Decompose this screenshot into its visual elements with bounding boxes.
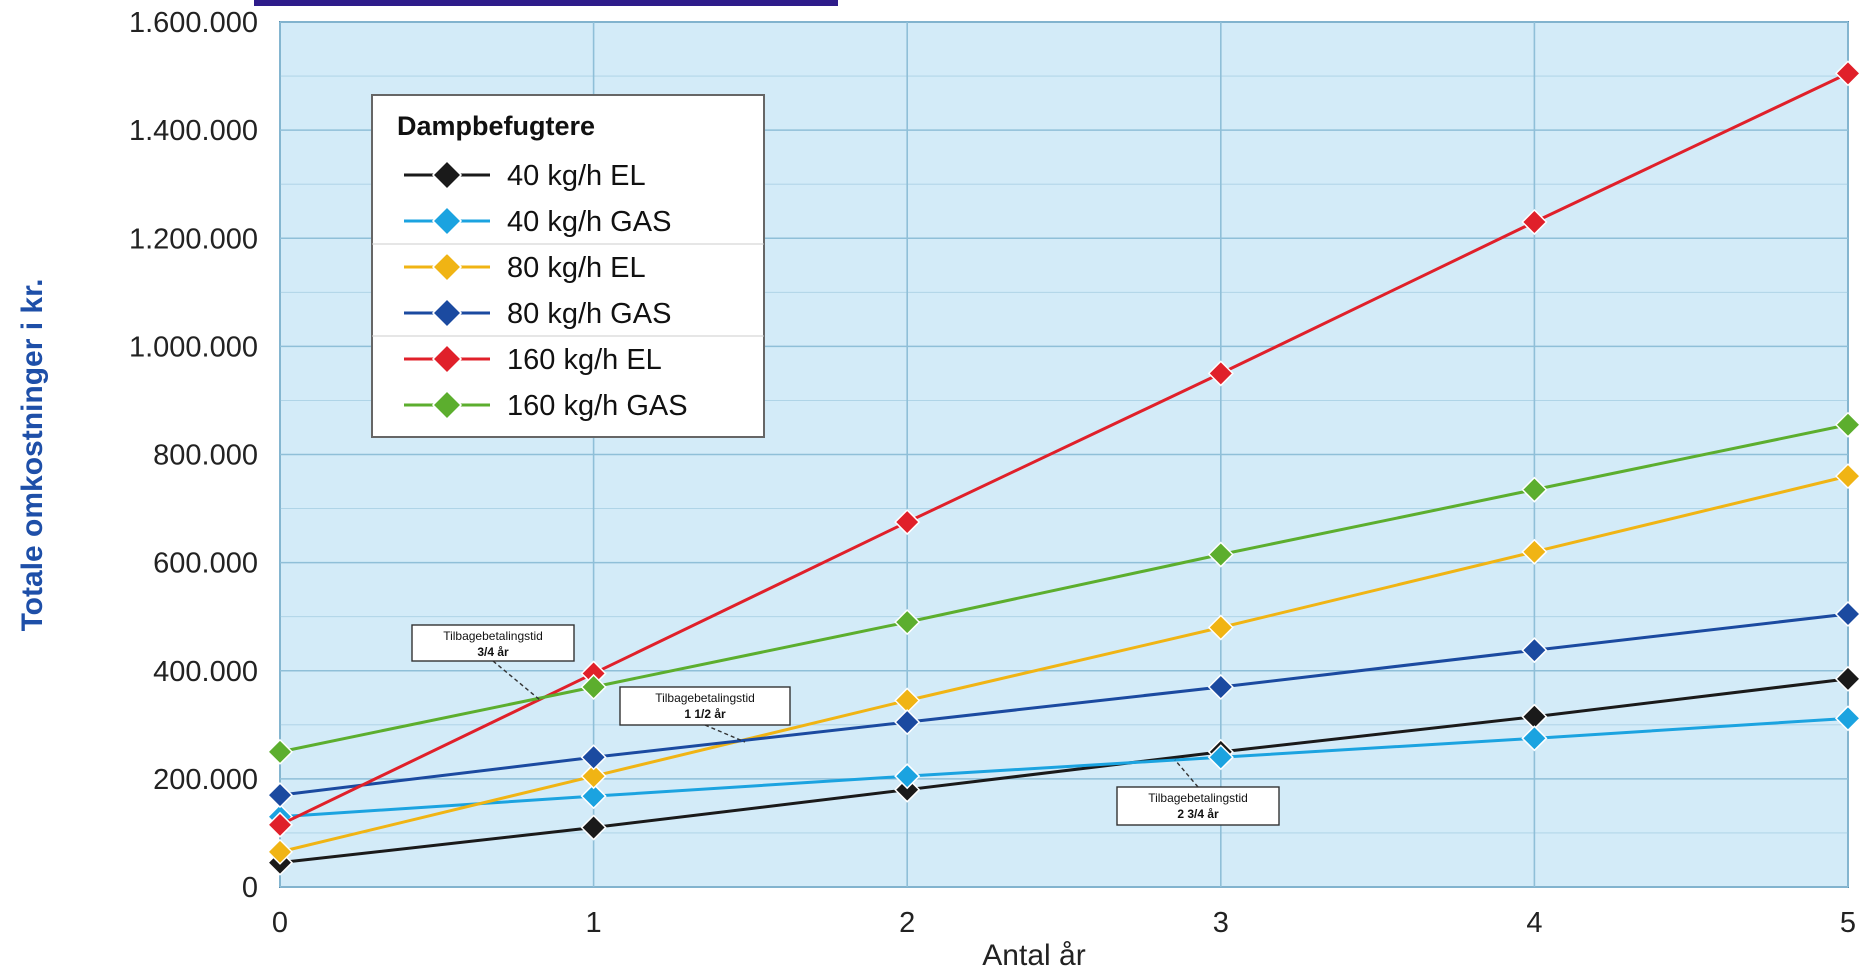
legend-marker — [431, 297, 463, 329]
data-point — [1521, 538, 1548, 565]
data-point — [1207, 673, 1234, 701]
legend-item: 80 kg/h EL — [404, 251, 646, 284]
legend-item: 160 kg/h GAS — [404, 389, 688, 422]
data-point — [580, 783, 607, 810]
data-point — [1207, 360, 1234, 387]
callout-leader — [704, 724, 746, 743]
data-point — [1521, 476, 1548, 503]
x-tick-label: 3 — [1213, 907, 1229, 939]
series-160-kg-h-gas — [266, 411, 1862, 765]
callout-box — [619, 686, 791, 726]
data-point — [894, 763, 921, 790]
series-line — [279, 474, 1849, 854]
callout-line1: Tilbagebetalingstid — [443, 629, 543, 643]
y-axis-ticks: 0 200.000 400.000 600.000 800.000 1.000.000 1.… — [129, 7, 258, 904]
legend-label: 160 kg/h EL — [507, 344, 662, 376]
callout-line2: 3/4 år — [477, 645, 509, 659]
data-point — [894, 776, 921, 803]
legend-marker — [431, 389, 463, 421]
series-80-kg-h-gas — [266, 600, 1862, 809]
x-tick-label: 4 — [1526, 907, 1542, 939]
x-tick-label: 5 — [1840, 907, 1856, 939]
legend-label: 160 kg/h GAS — [507, 390, 688, 422]
x-tick-label: 1 — [586, 907, 602, 939]
data-point — [580, 814, 607, 841]
data-point — [1207, 744, 1234, 771]
legend-marker — [431, 205, 463, 237]
legend-marker — [431, 343, 463, 375]
data-point — [580, 673, 607, 701]
y-tick-label: 400.000 — [153, 656, 258, 688]
series-line — [279, 677, 1849, 865]
legend-items: 40 kg/h EL 40 kg/h GAS 80 kg/h EL 80 kg/h G… — [372, 159, 764, 422]
x-axis-ticks: 0 1 2 3 4 5 — [272, 907, 1856, 939]
series-line — [279, 423, 1849, 754]
legend-item: 160 kg/h EL — [404, 343, 662, 376]
legend: Dampbefugtere 40 kg/h EL 40 kg/h GAS 80 kg… — [371, 94, 765, 438]
data-point — [1834, 600, 1862, 628]
payback-callout: Tilbagebetalingstid 1 1/2 år — [619, 686, 791, 743]
data-point — [1521, 208, 1548, 236]
data-point — [1207, 541, 1234, 568]
legend-label: 80 kg/h EL — [507, 252, 646, 284]
series-line — [279, 612, 1849, 797]
y-tick-label: 600.000 — [153, 548, 258, 580]
data-point — [894, 509, 921, 536]
data-point — [1834, 411, 1862, 438]
data-point — [266, 738, 294, 765]
callout-line2: 1 1/2 år — [684, 707, 726, 721]
callout-line1: Tilbagebetalingstid — [1148, 791, 1248, 805]
legend-label: 40 kg/h EL — [507, 160, 646, 192]
data-point — [894, 709, 921, 736]
y-tick-label: 1.400.000 — [129, 115, 258, 147]
data-point — [266, 811, 294, 838]
legend-item: 80 kg/h GAS — [372, 297, 764, 337]
series-line — [279, 716, 1849, 819]
payback-callout: Tilbagebetalingstid 3/4 år — [411, 624, 575, 701]
y-tick-label: 1.200.000 — [129, 223, 258, 255]
data-point — [266, 838, 294, 865]
y-tick-label: 200.000 — [153, 764, 258, 796]
data-point — [1207, 614, 1234, 641]
legend-marker — [431, 159, 463, 191]
y-tick-label: 0 — [242, 872, 258, 904]
data-point — [1834, 665, 1862, 692]
callout-box — [411, 624, 575, 662]
y-tick-label: 1.600.000 — [129, 7, 258, 39]
legend-title: Dampbefugtere — [397, 111, 595, 141]
y-tick-label: 800.000 — [153, 440, 258, 472]
y-axis-title: Totale omkostninger i kr. — [16, 279, 49, 632]
data-point — [1834, 60, 1862, 87]
callout-line1: Tilbagebetalingstid — [655, 691, 755, 705]
x-tick-label: 0 — [272, 907, 288, 939]
legend-item: 40 kg/h EL — [404, 159, 646, 192]
legend-marker — [431, 251, 463, 283]
y-tick-label: 1.000.000 — [129, 331, 258, 363]
callout-leader — [492, 660, 541, 701]
data-point — [1834, 463, 1862, 490]
data-point — [266, 782, 294, 809]
data-point — [580, 744, 607, 771]
callout-line2: 2 3/4 år — [1177, 807, 1219, 821]
data-point — [1521, 637, 1548, 664]
legend-label: 40 kg/h GAS — [507, 206, 671, 238]
data-point — [1834, 705, 1862, 732]
data-point — [894, 609, 921, 636]
x-axis-title: Antal år — [982, 939, 1085, 972]
series — [266, 60, 1862, 876]
legend-item: 40 kg/h GAS — [372, 205, 764, 245]
data-point — [1521, 725, 1548, 752]
callout-box — [1116, 786, 1280, 826]
x-tick-label: 2 — [899, 907, 915, 939]
legend-label: 80 kg/h GAS — [507, 298, 671, 330]
callout-leader — [1174, 759, 1199, 788]
top-bar — [254, 0, 838, 6]
payback-callout: Tilbagebetalingstid 2 3/4 år — [1116, 759, 1280, 826]
data-point — [580, 763, 607, 790]
